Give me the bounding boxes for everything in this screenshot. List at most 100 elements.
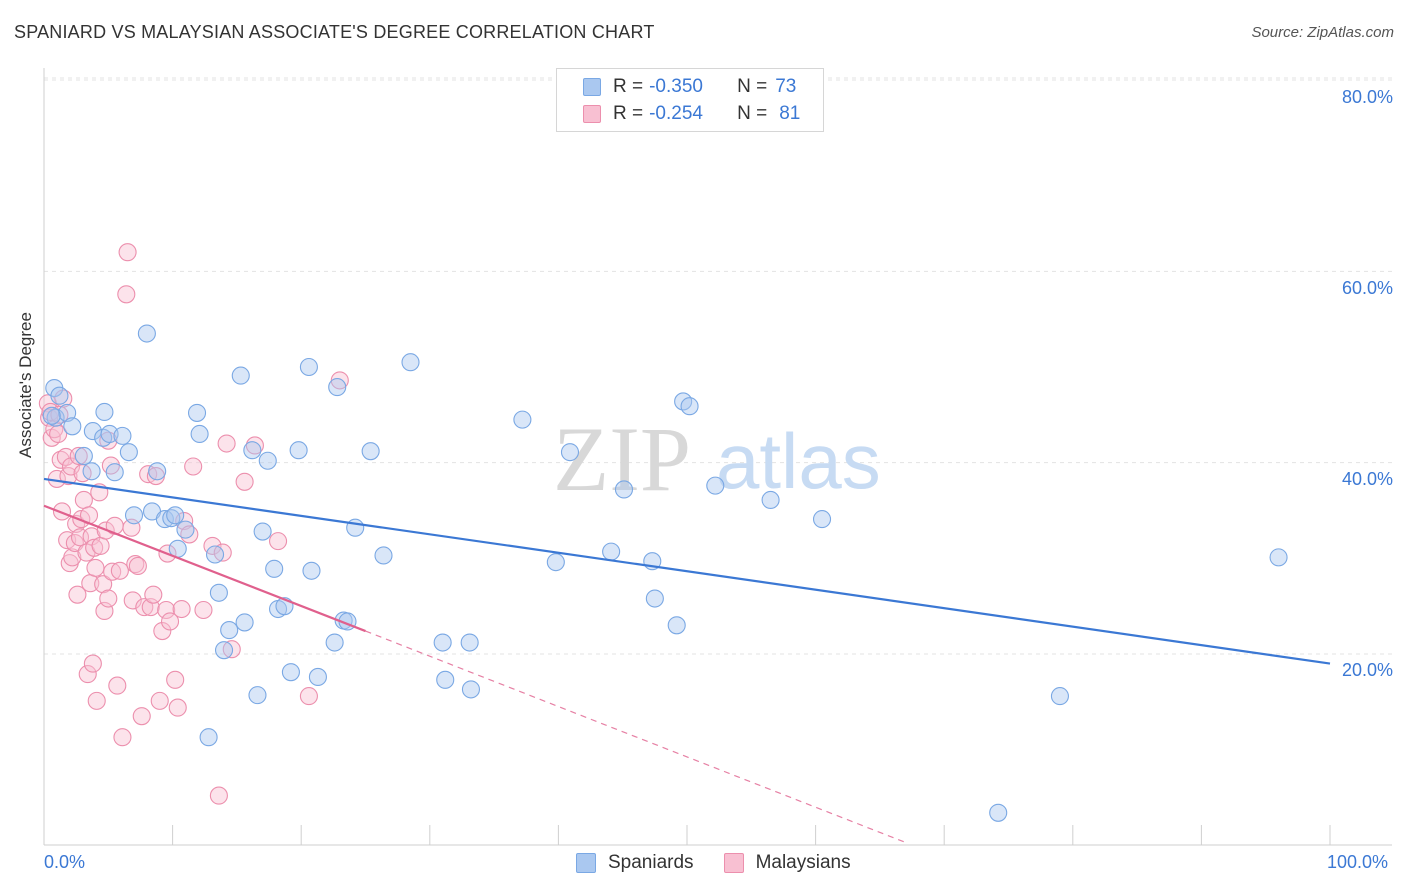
spaniards-point [187, 403, 207, 422]
malaysians-trend-extension [365, 630, 906, 844]
malaysians-point [94, 575, 113, 594]
spaniards-point [63, 417, 82, 436]
y-axis-label: Associate's Degree [16, 312, 35, 458]
malaysians-point [108, 676, 127, 695]
legend-row-spaniards: R = -0.350 N = 73 [583, 74, 796, 100]
spaniards-point [82, 462, 101, 481]
spaniards-point [513, 410, 532, 429]
malaysians-point [87, 691, 106, 710]
watermark-zip: ZIP [553, 408, 691, 510]
malaysians-point [99, 431, 118, 450]
x-tick-label-max: 100.0% [1327, 852, 1389, 872]
spaniards-point [253, 522, 272, 541]
malaysians-point [117, 285, 136, 304]
spaniards-point [812, 510, 832, 529]
spaniards-point [436, 670, 455, 689]
malaysians-point [144, 585, 163, 604]
malaysians-point [123, 591, 142, 610]
spaniards-point [74, 446, 93, 466]
spaniards-point [325, 633, 344, 652]
legend-n-label: N = [737, 103, 768, 124]
spaniards-point [680, 397, 699, 416]
malaysians-point [110, 561, 129, 580]
spaniards-point [706, 476, 725, 495]
spaniards-point [209, 583, 228, 602]
spaniards-point [989, 803, 1008, 822]
malaysians-point [209, 786, 228, 805]
trend-lines [43, 477, 1331, 844]
malaysians-trend-line [43, 504, 366, 633]
spaniards-point [401, 353, 420, 372]
legend-n-label: N = [737, 76, 768, 97]
legend-r-value-spaniards: -0.350 [649, 76, 703, 97]
spaniards-point [1050, 687, 1069, 706]
spaniards-point [42, 406, 61, 425]
malaysians-point [132, 707, 151, 726]
spaniards-point [235, 613, 254, 632]
malaysians-point [103, 562, 122, 581]
spaniards-point [95, 402, 114, 422]
malaysians-point [69, 446, 88, 466]
spaniards-point [328, 378, 347, 397]
legend-item-spaniards: Spaniards [576, 852, 694, 874]
malaysians-point [168, 698, 187, 717]
y-tick-label-20: 20.0% [1341, 660, 1393, 680]
axes [43, 68, 1392, 846]
malaysians-point [68, 585, 87, 604]
spaniards-point [433, 633, 452, 652]
legend-label-spaniards: Spaniards [608, 852, 694, 873]
malaysians-point [157, 600, 176, 620]
spaniards-point [148, 462, 167, 481]
malaysians-point [299, 687, 318, 706]
spaniards-point [1269, 548, 1288, 567]
malaysians-point [91, 536, 110, 555]
legend-r-label: R = [613, 76, 644, 97]
spaniards-point [166, 506, 185, 525]
spaniards-point [289, 441, 308, 460]
series-legend: Spaniards Malaysians [576, 852, 881, 874]
legend-item-malaysians: Malaysians [723, 852, 851, 874]
legend-swatch-malaysians [583, 105, 601, 123]
malaysians-point [128, 556, 147, 576]
malaysians-point [56, 447, 75, 466]
spaniards-point [214, 641, 234, 660]
spaniards-point [243, 441, 262, 460]
legend-r-value-malaysians: -0.254 [649, 103, 703, 124]
spaniards-point [460, 633, 479, 652]
spaniards-point [461, 680, 481, 699]
spaniards-point [645, 589, 664, 608]
spaniards-point [667, 616, 686, 635]
malaysians-point [150, 691, 169, 710]
malaysians-point [222, 640, 241, 659]
malaysians-point [86, 558, 105, 577]
legend-n-value-malaysians: 81 [779, 103, 801, 124]
y-tick-label-80: 80.0% [1341, 87, 1393, 107]
spaniards-point [374, 546, 393, 565]
spaniards-point [124, 506, 144, 525]
spaniards-point [281, 663, 300, 682]
watermark-atlas: atlas [716, 417, 881, 505]
spaniards-point [248, 686, 267, 705]
malaysians-point [85, 538, 104, 557]
malaysians-points [38, 243, 349, 805]
source-label: Source: ZipAtlas.com [1251, 24, 1394, 41]
malaysians-point [194, 600, 213, 620]
malaysians-point [74, 490, 93, 510]
spaniards-point [231, 366, 250, 385]
spaniards-point [58, 403, 77, 422]
malaysians-point [40, 408, 59, 427]
malaysians-point [235, 472, 254, 491]
malaysians-point [217, 434, 236, 453]
spaniards-point [113, 426, 132, 445]
spaniards-point [265, 559, 284, 578]
legend-n-value-spaniards: 73 [775, 76, 797, 97]
spaniards-point [546, 553, 565, 572]
malaysians-point [65, 533, 84, 553]
malaysians-point [160, 612, 180, 631]
spaniards-point [220, 621, 239, 640]
malaysians-point [78, 665, 97, 684]
spaniards-trend-line [43, 477, 1331, 665]
correlation-legend: R = -0.350 N = 73 R = -0.254 N = 81 [556, 68, 824, 132]
spaniards-point [176, 520, 195, 539]
